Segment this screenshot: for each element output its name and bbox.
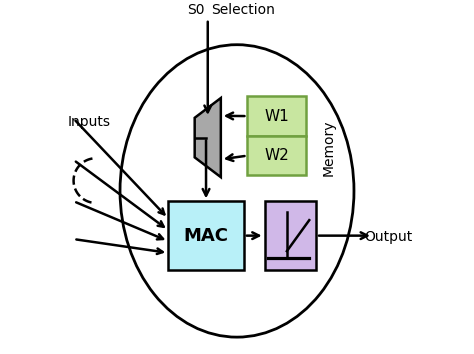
Text: Memory: Memory	[321, 120, 335, 176]
FancyBboxPatch shape	[247, 136, 306, 176]
Text: Selection: Selection	[211, 3, 275, 17]
Text: Inputs: Inputs	[68, 115, 110, 129]
FancyBboxPatch shape	[264, 201, 316, 270]
Text: S0: S0	[187, 3, 204, 17]
Text: MAC: MAC	[183, 227, 228, 245]
Text: W2: W2	[264, 148, 289, 163]
FancyBboxPatch shape	[168, 201, 244, 270]
Text: W1: W1	[264, 109, 289, 124]
FancyBboxPatch shape	[247, 96, 306, 136]
Text: Output: Output	[365, 230, 412, 244]
Polygon shape	[195, 98, 221, 177]
